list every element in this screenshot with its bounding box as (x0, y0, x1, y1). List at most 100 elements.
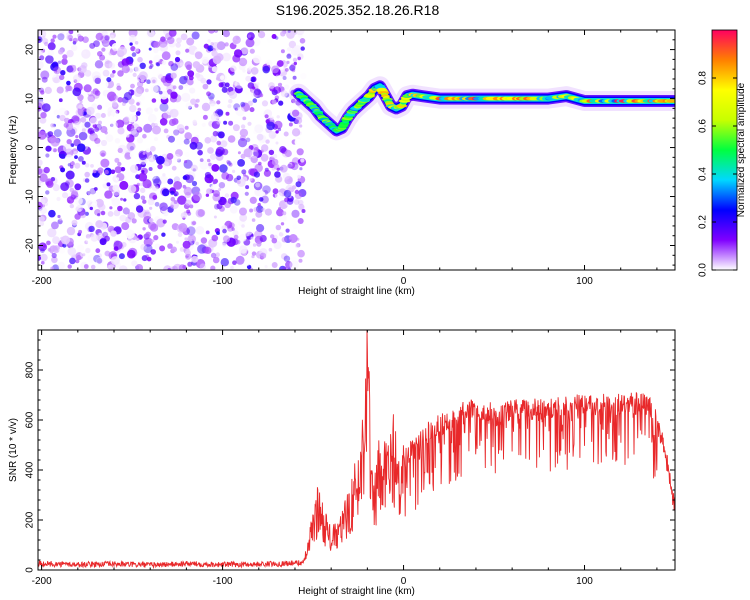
noise-speckle (124, 216, 132, 223)
noise-speckle (173, 154, 181, 161)
noise-speckle (48, 209, 56, 218)
noise-speckle (110, 230, 117, 237)
noise-speckle (131, 52, 137, 57)
noise-speckle (111, 110, 119, 118)
noise-speckle (134, 65, 141, 72)
noise-speckle (87, 188, 96, 197)
noise-speckle (69, 257, 76, 265)
noise-speckle (219, 164, 228, 173)
noise-speckle (67, 34, 74, 41)
snr-plot (38, 330, 675, 570)
noise-speckle (213, 215, 217, 219)
noise-speckle (58, 98, 63, 103)
noise-speckle (68, 30, 74, 35)
noise-speckle (38, 61, 44, 70)
noise-speckle (56, 86, 64, 94)
noise-speckle (171, 265, 178, 270)
noise-speckle (195, 241, 199, 246)
noise-speckle (293, 45, 303, 55)
noise-speckle (213, 190, 220, 197)
noise-speckle (251, 218, 256, 222)
noise-speckle (97, 213, 101, 217)
noise-speckle (208, 96, 214, 102)
noise-speckle (117, 161, 122, 167)
noise-speckle (197, 244, 207, 254)
noise-speckle (206, 79, 212, 85)
noise-speckle (122, 102, 126, 106)
noise-speckle (280, 31, 286, 37)
noise-speckle (184, 160, 188, 164)
noise-speckle (166, 36, 175, 45)
noise-speckle (186, 78, 194, 86)
noise-speckle (183, 159, 193, 169)
noise-speckle (201, 56, 209, 64)
noise-speckle (199, 160, 209, 170)
noise-speckle (197, 149, 203, 156)
noise-speckle (104, 190, 113, 199)
noise-speckle (295, 243, 300, 248)
noise-speckle (52, 236, 60, 245)
noise-speckle (119, 180, 129, 190)
noise-speckle (191, 31, 200, 40)
noise-speckle (39, 206, 47, 215)
noise-speckle (163, 128, 169, 134)
noise-speckle (104, 59, 110, 65)
noise-speckle (47, 228, 57, 238)
noise-speckle (190, 215, 198, 223)
noise-speckle (74, 155, 78, 160)
noise-speckle (107, 91, 117, 101)
noise-speckle (123, 92, 132, 101)
noise-speckle (293, 61, 297, 66)
noise-speckle (78, 156, 84, 162)
noise-speckle (162, 219, 167, 224)
noise-speckle (38, 159, 43, 166)
noise-speckle (287, 30, 291, 33)
colorbar-tick-label: 0.0 (698, 263, 709, 277)
noise-speckle (285, 228, 290, 233)
noise-speckle (225, 173, 234, 182)
noise-speckle (294, 138, 302, 146)
noise-speckle (253, 88, 261, 96)
noise-speckle (288, 122, 293, 127)
noise-speckle (67, 70, 74, 78)
noise-speckle (159, 118, 168, 126)
noise-speckle (300, 158, 305, 163)
noise-speckle (192, 191, 202, 201)
noise-speckle (46, 240, 51, 246)
noise-speckle (171, 165, 177, 171)
noise-speckle (284, 68, 289, 72)
noise-speckle (293, 118, 299, 125)
noise-speckle (244, 87, 252, 95)
noise-speckle (121, 65, 130, 74)
noise-speckle (168, 39, 177, 48)
noise-speckle (137, 56, 143, 63)
noise-speckle (287, 163, 292, 169)
noise-speckle (135, 205, 144, 213)
noise-speckle (61, 58, 68, 65)
noise-speckle (104, 131, 108, 135)
noise-speckle (131, 218, 137, 224)
noise-speckle (276, 115, 280, 119)
noise-speckle (120, 111, 127, 118)
noise-speckle (137, 79, 140, 82)
noise-speckle (171, 246, 178, 253)
noise-speckle (268, 82, 275, 89)
noise-speckle (106, 182, 111, 187)
noise-speckle (72, 74, 81, 83)
noise-speckle (129, 37, 135, 43)
noise-speckle (112, 70, 116, 74)
noise-speckle (288, 40, 297, 49)
noise-speckle (41, 76, 48, 83)
noise-speckle (178, 85, 184, 90)
noise-speckle (276, 208, 284, 217)
noise-speckle (295, 30, 305, 36)
noise-speckle (109, 115, 114, 120)
noise-speckle (210, 252, 217, 259)
noise-speckle (222, 52, 231, 62)
noise-speckle (75, 135, 79, 139)
noise-speckle (278, 232, 284, 237)
noise-speckle (52, 184, 60, 192)
noise-speckle (294, 116, 303, 125)
noise-speckle (117, 70, 124, 77)
noise-speckle (42, 244, 46, 248)
